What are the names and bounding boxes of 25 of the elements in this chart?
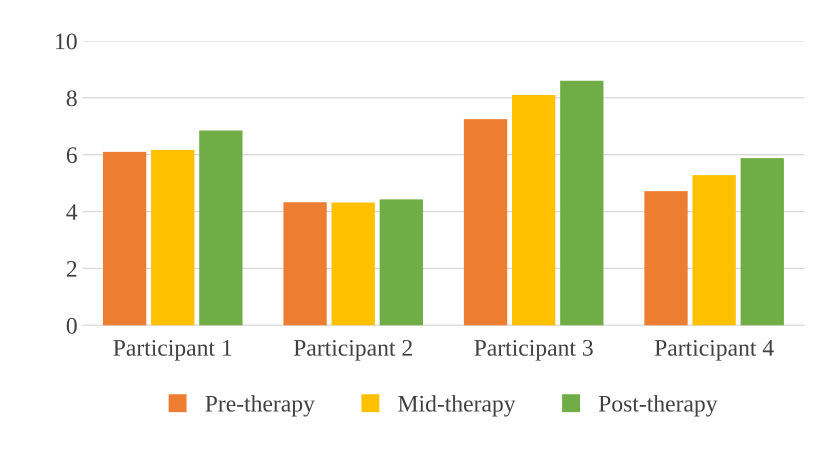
x-tick-label: Participant 4 [654,340,774,361]
y-tick-label: 6 [66,147,77,164]
bar [740,158,784,326]
x-tick-label: Participant 2 [294,340,412,361]
bar [692,175,736,326]
x-tick-label: Participant 3 [474,340,593,361]
bar [151,150,194,326]
bar [102,152,146,326]
x-tick-label: Participant 1 [113,340,232,361]
bar [644,191,688,326]
bar [464,119,508,326]
bar [199,130,243,326]
bar [380,199,423,326]
y-tick-label: 2 [66,261,76,277]
legend-label: Post-therapy [598,395,718,417]
bar [512,94,556,326]
y-tick-label: 8 [66,90,77,106]
y-tick-label: 0 [66,318,77,334]
bar [283,202,327,326]
legend-label: Mid-therapy [398,395,516,417]
bar [332,202,375,326]
legend-label: Pre-therapy [205,395,315,417]
bar [560,80,604,326]
y-tick-label: 4 [66,204,78,220]
y-tick-label: 10 [56,33,77,50]
